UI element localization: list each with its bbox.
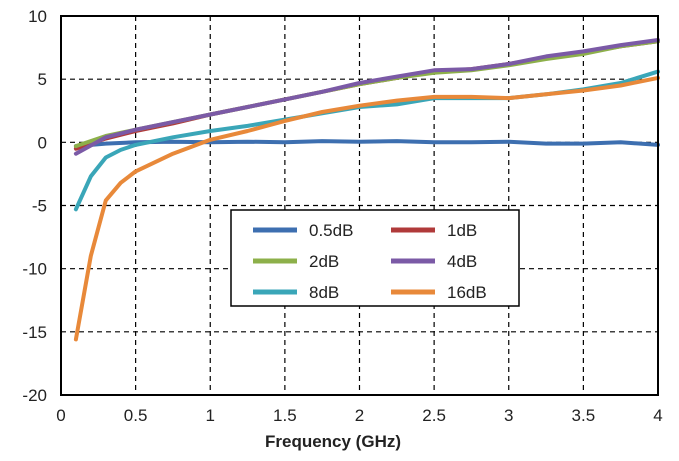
y-axis-ticks: 10 5 0 -5 -10 -15 -20 (22, 7, 47, 405)
x-tick-label: 3 (504, 406, 513, 425)
y-tick-label: 10 (28, 7, 47, 26)
series-line-4db (73, 38, 660, 156)
legend: 0.5dB 1dB 2dB 4dB 8dB 16dB (230, 209, 520, 307)
legend-label: 1dB (447, 221, 477, 240)
series-line-16db (73, 75, 660, 342)
legend-label: 16dB (447, 283, 487, 302)
x-tick-label: 2 (355, 406, 364, 425)
y-tick-label: -20 (22, 386, 47, 405)
y-tick-label: -5 (32, 197, 47, 216)
plot-frame (60, 15, 659, 396)
legend-label: 2dB (309, 252, 339, 271)
x-tick-label: 4 (653, 406, 662, 425)
legend-label: 4dB (447, 252, 477, 271)
series-line-0-5db (73, 139, 660, 149)
x-tick-label: 0 (56, 406, 65, 425)
legend-label: 8dB (309, 283, 339, 302)
x-axis-label: Frequency (GHz) (265, 432, 401, 451)
x-tick-label: 1 (206, 406, 215, 425)
y-tick-label: 5 (38, 70, 47, 89)
x-tick-label: 1.5 (273, 406, 297, 425)
y-tick-label: 0 (38, 133, 47, 152)
y-tick-label: -10 (22, 260, 47, 279)
y-tick-label: -15 (22, 323, 47, 342)
x-tick-label: 0.5 (124, 406, 148, 425)
x-tick-label: 2.5 (422, 406, 446, 425)
x-axis-ticks: 0 0.5 1 1.5 2 2.5 3 3.5 4 (56, 406, 662, 425)
series-layer (73, 38, 660, 342)
x-tick-label: 3.5 (572, 406, 596, 425)
legend-label: 0.5dB (309, 221, 353, 240)
